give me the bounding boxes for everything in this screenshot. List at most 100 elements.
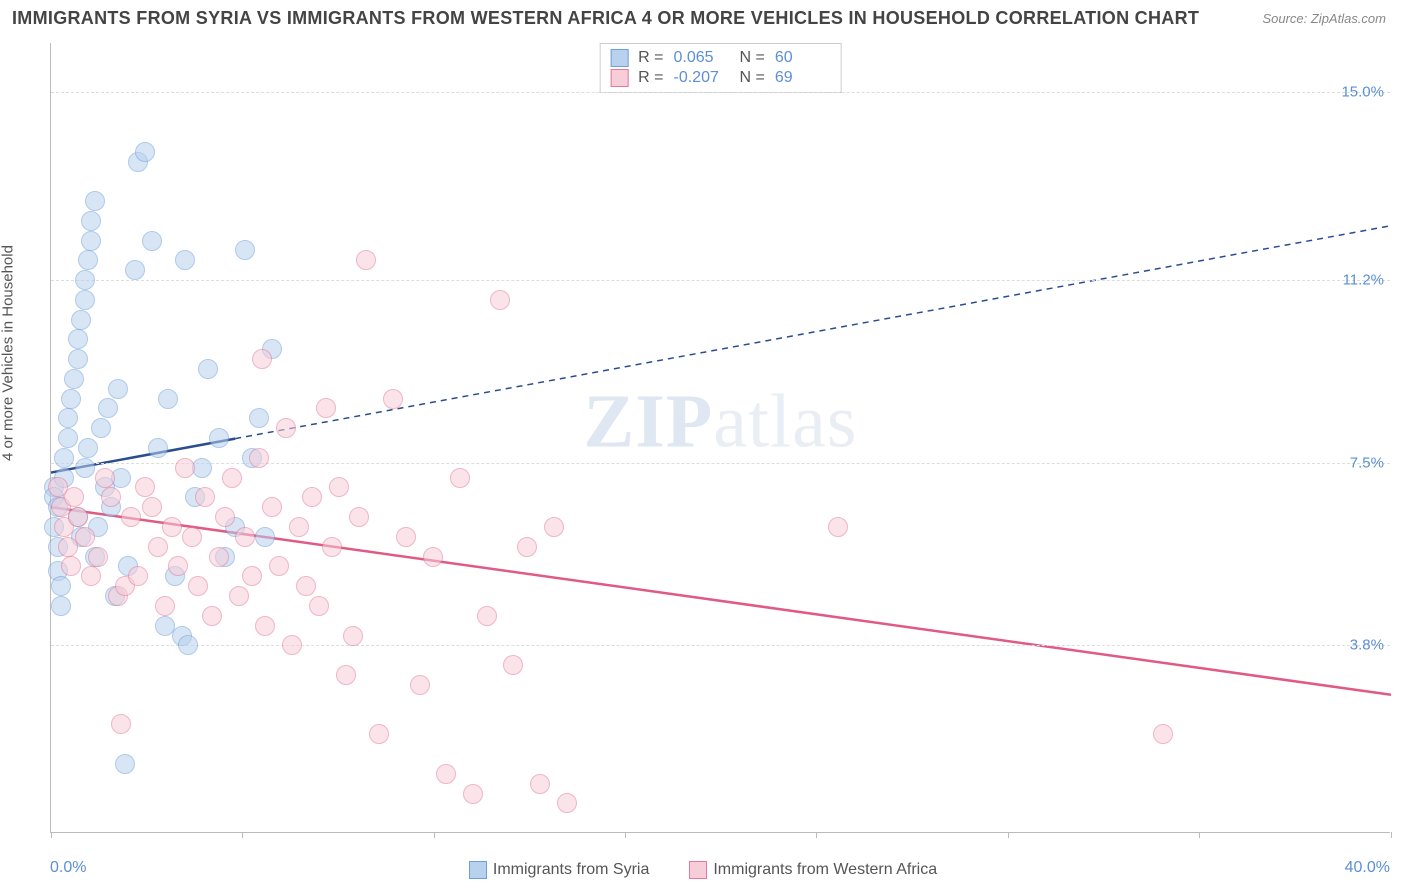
- scatter-point: [289, 517, 309, 537]
- stats-r-label: R =: [638, 49, 663, 67]
- scatter-point: [135, 477, 155, 497]
- regression-line-dashed: [235, 226, 1391, 439]
- y-tick-label: 11.2%: [1343, 272, 1384, 289]
- scatter-point: [490, 290, 510, 310]
- scatter-point: [75, 458, 95, 478]
- scatter-point: [503, 655, 523, 675]
- scatter-point: [61, 389, 81, 409]
- scatter-point: [195, 487, 215, 507]
- scatter-point: [51, 596, 71, 616]
- regression-lines-layer: [51, 43, 1390, 832]
- scatter-point: [178, 635, 198, 655]
- scatter-point: [517, 537, 537, 557]
- scatter-point: [85, 191, 105, 211]
- scatter-point: [383, 389, 403, 409]
- scatter-point: [142, 497, 162, 517]
- scatter-point: [209, 547, 229, 567]
- stats-legend-box: R =0.065N =60R =-0.207N =69: [599, 43, 842, 93]
- legend-swatch: [689, 861, 707, 879]
- source-link[interactable]: ZipAtlas.com: [1311, 11, 1386, 26]
- scatter-point: [81, 566, 101, 586]
- scatter-point: [135, 142, 155, 162]
- scatter-point: [75, 270, 95, 290]
- source-attribution: Source: ZipAtlas.com: [1262, 11, 1386, 26]
- scatter-point: [349, 507, 369, 527]
- stats-r-label: R =: [638, 69, 663, 87]
- scatter-point: [128, 566, 148, 586]
- watermark: ZIPatlas: [584, 378, 858, 465]
- scatter-point: [71, 310, 91, 330]
- scatter-point: [296, 576, 316, 596]
- scatter-point: [98, 398, 118, 418]
- scatter-point: [356, 250, 376, 270]
- scatter-point: [95, 468, 115, 488]
- scatter-point: [316, 398, 336, 418]
- scatter-point: [410, 675, 430, 695]
- scatter-point: [369, 724, 389, 744]
- scatter-point: [1153, 724, 1173, 744]
- scatter-point: [557, 793, 577, 813]
- scatter-point: [198, 359, 218, 379]
- scatter-point: [215, 507, 235, 527]
- x-tick-mark: [1008, 832, 1009, 838]
- scatter-point: [91, 418, 111, 438]
- scatter-point: [477, 606, 497, 626]
- scatter-point: [168, 556, 188, 576]
- scatter-point: [61, 556, 81, 576]
- scatter-point: [530, 774, 550, 794]
- scatter-point: [64, 369, 84, 389]
- gridline-h: [51, 92, 1390, 93]
- legend-swatch: [469, 861, 487, 879]
- stats-row: R =0.065N =60: [610, 48, 831, 68]
- scatter-point: [58, 428, 78, 448]
- scatter-point: [255, 616, 275, 636]
- scatter-point: [302, 487, 322, 507]
- scatter-point: [436, 764, 456, 784]
- legend-label: Immigrants from Syria: [493, 861, 649, 879]
- scatter-point: [188, 576, 208, 596]
- y-axis-label: 4 or more Vehicles in Household: [0, 245, 17, 461]
- scatter-point: [101, 487, 121, 507]
- scatter-point: [75, 290, 95, 310]
- scatter-point: [343, 626, 363, 646]
- scatter-point: [828, 517, 848, 537]
- scatter-point: [222, 468, 242, 488]
- scatter-point: [423, 547, 443, 567]
- scatter-point: [235, 527, 255, 547]
- scatter-point: [108, 379, 128, 399]
- scatter-point: [242, 566, 262, 586]
- scatter-point: [78, 250, 98, 270]
- scatter-point: [81, 231, 101, 251]
- scatter-point: [111, 714, 131, 734]
- scatter-point: [209, 428, 229, 448]
- scatter-point: [202, 606, 222, 626]
- x-tick-mark: [816, 832, 817, 838]
- scatter-point: [155, 616, 175, 636]
- legend-item: Immigrants from Western Africa: [689, 861, 937, 879]
- x-tick-mark: [1199, 832, 1200, 838]
- chart-area: 4 or more Vehicles in Household ZIPatlas…: [0, 33, 1406, 889]
- source-prefix: Source:: [1262, 11, 1310, 26]
- y-tick-label: 3.8%: [1350, 637, 1384, 654]
- x-tick-mark: [434, 832, 435, 838]
- scatter-point: [148, 537, 168, 557]
- scatter-point: [329, 477, 349, 497]
- scatter-point: [162, 517, 182, 537]
- legend-item: Immigrants from Syria: [469, 861, 649, 879]
- legend-label: Immigrants from Western Africa: [713, 861, 937, 879]
- scatter-point: [115, 754, 135, 774]
- scatter-point: [78, 438, 98, 458]
- plot-region: ZIPatlas R =0.065N =60R =-0.207N =69 3.8…: [50, 43, 1390, 833]
- scatter-point: [276, 418, 296, 438]
- x-tick-mark: [51, 832, 52, 838]
- scatter-point: [235, 240, 255, 260]
- scatter-point: [88, 547, 108, 567]
- x-tick-mark: [1391, 832, 1392, 838]
- scatter-point: [309, 596, 329, 616]
- scatter-point: [81, 211, 101, 231]
- scatter-point: [68, 349, 88, 369]
- stats-n-label: N =: [740, 69, 765, 87]
- scatter-point: [544, 517, 564, 537]
- scatter-point: [463, 784, 483, 804]
- y-tick-label: 7.5%: [1350, 454, 1384, 471]
